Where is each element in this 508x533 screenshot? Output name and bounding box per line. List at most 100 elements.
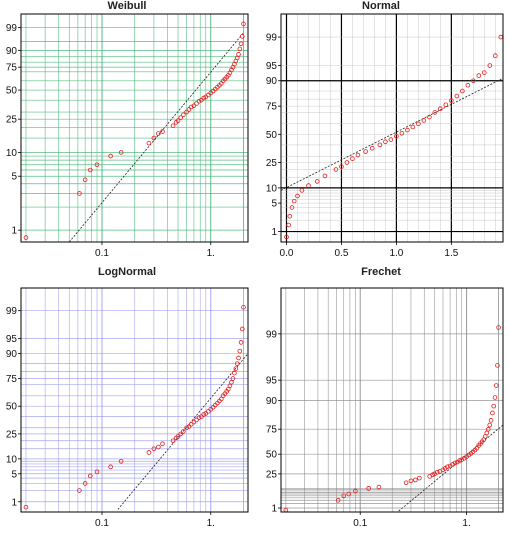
data-point — [376, 484, 382, 490]
data-point — [160, 129, 165, 134]
data-point — [388, 137, 394, 142]
data-point — [287, 213, 293, 219]
x-tick-label: 0.1 — [95, 518, 109, 529]
data-point — [194, 101, 199, 106]
y-tick-label: 1 — [11, 226, 17, 237]
data-point — [366, 486, 371, 491]
data-point — [108, 153, 113, 159]
data-point — [175, 434, 181, 439]
data-point — [492, 395, 498, 400]
data-point — [23, 235, 29, 240]
y-tick-label: 75 — [6, 374, 18, 385]
plot-frame — [280, 13, 504, 243]
data-point — [333, 167, 339, 172]
data-point — [240, 34, 245, 39]
data-point — [151, 446, 157, 452]
data-point — [416, 121, 421, 127]
data-point — [344, 160, 350, 165]
data-point — [427, 114, 432, 120]
data-point — [87, 473, 93, 479]
data-point — [341, 493, 347, 499]
y-tick-label: 10 — [6, 454, 18, 465]
data-point — [369, 145, 375, 151]
reference-line — [117, 353, 248, 510]
data-point — [460, 88, 465, 94]
data-point — [496, 325, 501, 330]
data-point — [237, 348, 243, 354]
data-point — [191, 103, 197, 109]
y-tick-label: 5 — [271, 199, 277, 210]
data-point — [493, 383, 499, 388]
data-point — [191, 419, 197, 425]
y-tick-label: 95 — [6, 334, 18, 345]
reference-line — [281, 77, 503, 191]
data-point — [233, 366, 239, 371]
y-tick-label: 90 — [6, 46, 18, 57]
data-point — [306, 183, 311, 188]
data-point — [230, 376, 236, 381]
lognormal-panel: LogNormal 0.1 1. 1 5 10 25 50 75 90 95 99 — [0, 266, 254, 533]
lognormal-plot: 0.1 1. 1 5 10 25 50 75 90 95 99 — [6, 287, 249, 529]
data-point — [286, 222, 291, 228]
data-point — [403, 480, 409, 486]
data-point — [487, 63, 493, 68]
data-point — [465, 82, 471, 88]
y-tick-label: 95 — [266, 376, 278, 387]
data-point — [236, 52, 241, 57]
data-point — [410, 124, 416, 130]
weibull-panel: Weibull 0.1 1. 1 5 10 25 50 75 90 99 — [0, 0, 254, 266]
data-point — [175, 118, 181, 124]
x-tick-label: 1. — [207, 248, 215, 259]
data-point — [284, 234, 289, 240]
data-point — [181, 429, 186, 434]
data-point — [355, 152, 361, 158]
data-point — [234, 361, 240, 366]
data-point — [322, 173, 328, 179]
data-point — [339, 164, 344, 169]
data-point — [314, 179, 320, 184]
data-point — [457, 458, 462, 463]
data-point — [201, 412, 206, 417]
data-point — [82, 481, 88, 486]
data-point — [178, 115, 184, 120]
data-point — [350, 156, 355, 161]
data-point — [485, 426, 491, 432]
reference-line — [68, 32, 244, 242]
data-point — [87, 167, 93, 173]
y-tick-label: 1 — [11, 497, 17, 508]
data-point — [491, 403, 497, 409]
y-tick-label: 99 — [6, 306, 18, 317]
data-point — [445, 464, 450, 470]
data-point — [377, 142, 383, 148]
plot-frame — [20, 13, 249, 243]
data-point — [493, 53, 498, 58]
weibull-plot: 0.1 1. 1 5 10 25 50 75 90 99 — [6, 13, 249, 259]
data-point — [108, 464, 113, 470]
data-point — [495, 363, 500, 368]
y-tick-label: 50 — [266, 130, 278, 141]
data-point — [488, 418, 494, 423]
frechet-panel: Frechet 0.1 1. 1 25 50 75 90 95 99 — [254, 266, 508, 533]
data-point — [487, 422, 493, 428]
data-point — [240, 326, 245, 332]
x-tick-label: 0.1 — [95, 248, 109, 259]
x-tick-label: 1.5 — [444, 248, 458, 259]
plot-frame — [20, 287, 249, 513]
data-point — [413, 477, 418, 483]
data-point — [408, 478, 414, 484]
y-tick-label: 5 — [11, 172, 17, 183]
data-point — [23, 504, 29, 510]
data-point — [241, 304, 246, 310]
data-point — [452, 460, 458, 466]
data-point — [363, 149, 368, 154]
data-point — [170, 123, 176, 129]
y-tick-label: 1 — [271, 504, 277, 515]
y-tick-label: 99 — [6, 23, 18, 34]
data-point — [186, 107, 192, 112]
data-point — [490, 410, 495, 416]
data-point — [236, 355, 241, 361]
data-point — [160, 441, 165, 447]
y-tick-label: 90 — [266, 396, 278, 407]
y-tick-label: 90 — [6, 349, 18, 360]
chart-title: Frechet — [361, 266, 401, 278]
